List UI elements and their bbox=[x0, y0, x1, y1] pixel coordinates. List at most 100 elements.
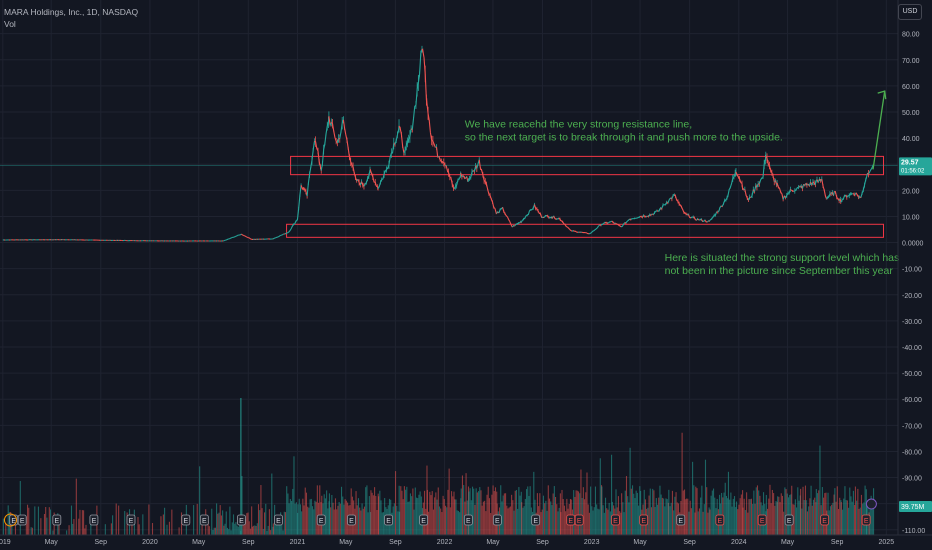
volume-bar bbox=[653, 490, 655, 535]
volume-bar bbox=[714, 497, 716, 535]
volume-bar bbox=[786, 493, 788, 535]
volume-bar bbox=[287, 493, 289, 535]
volume-bar bbox=[697, 511, 699, 535]
earnings-marker-label: E bbox=[577, 518, 582, 525]
volume-bar bbox=[481, 505, 483, 535]
symbol-title[interactable]: MARA Holdings, Inc., 1D, NASDAQ bbox=[4, 7, 139, 17]
price-segment bbox=[435, 146, 439, 158]
volume-bar bbox=[37, 506, 39, 535]
earnings-marker-label: E bbox=[11, 518, 16, 525]
earnings-marker: E bbox=[347, 514, 356, 526]
volume-bar bbox=[727, 498, 729, 535]
volume-bar bbox=[735, 507, 737, 535]
volume-bar bbox=[594, 486, 597, 535]
y-axis[interactable]: 80.0070.0060.0050.0040.0030.0020.0010.00… bbox=[897, 0, 932, 535]
volume-bar bbox=[488, 498, 491, 535]
volume-bar bbox=[547, 485, 549, 535]
volume-bar bbox=[611, 454, 613, 535]
volume-bar bbox=[724, 482, 726, 535]
volume-bar bbox=[701, 485, 703, 535]
volume-bar bbox=[428, 511, 430, 535]
volume-bar bbox=[237, 526, 239, 535]
price-segment bbox=[674, 196, 678, 201]
volume-bar bbox=[609, 511, 611, 535]
volume-bar bbox=[437, 487, 439, 535]
earnings-marker: E bbox=[531, 514, 541, 526]
volume-bar bbox=[664, 506, 666, 535]
price-segment bbox=[245, 236, 248, 238]
price-segment bbox=[331, 123, 335, 132]
volume-bar bbox=[541, 509, 543, 535]
volume-bar bbox=[104, 524, 106, 535]
volume-bar bbox=[449, 507, 451, 535]
volume-bar bbox=[634, 498, 636, 535]
y-tick-label: 60.00 bbox=[902, 84, 920, 91]
volume-bar bbox=[762, 492, 765, 535]
volume-bar bbox=[828, 510, 830, 535]
volume-bar bbox=[577, 491, 580, 535]
volume-bar bbox=[695, 486, 697, 535]
volume-bar bbox=[214, 527, 216, 535]
earnings-marker-label: E bbox=[641, 518, 646, 525]
volume-bar bbox=[850, 496, 852, 535]
volume-bar bbox=[211, 508, 213, 535]
volume-bar bbox=[379, 490, 381, 535]
volume-bar bbox=[797, 487, 799, 535]
volume-bar bbox=[46, 517, 48, 535]
volume-bar bbox=[75, 478, 77, 535]
earnings-marker-box bbox=[492, 514, 502, 526]
volume-bar bbox=[235, 522, 237, 535]
volume-bar bbox=[545, 500, 547, 535]
volume-bar bbox=[438, 506, 441, 535]
earnings-marker-box bbox=[566, 514, 576, 526]
volume-bar bbox=[131, 523, 133, 535]
volume-bar bbox=[503, 493, 505, 535]
volume-bar bbox=[333, 509, 335, 535]
volume-bar bbox=[267, 525, 269, 535]
volume-bar bbox=[350, 488, 352, 535]
volume-bar bbox=[536, 493, 538, 535]
volume-bar bbox=[226, 527, 229, 535]
volume-bar bbox=[512, 500, 514, 535]
volume-bar bbox=[506, 505, 508, 535]
volume-bar bbox=[316, 485, 318, 535]
volume-bar bbox=[633, 493, 635, 535]
volume-bar bbox=[858, 508, 860, 535]
earnings-marker-box bbox=[384, 514, 393, 526]
y-tick-label: 40.00 bbox=[902, 136, 920, 143]
earnings-marker: E bbox=[384, 514, 393, 526]
volume-bar bbox=[620, 512, 622, 535]
currency-button[interactable]: USD bbox=[898, 4, 922, 20]
earnings-marker-label: E bbox=[787, 518, 792, 525]
x-axis[interactable]: 2019 May Sep 2020 May Sep 2021 May Sep 2022 May Sep… bbox=[0, 534, 932, 546]
volume-bar bbox=[72, 523, 74, 535]
volume-bar bbox=[442, 495, 444, 535]
volume-bar bbox=[272, 523, 274, 535]
volume-bar bbox=[829, 506, 831, 535]
volume-bar bbox=[178, 527, 180, 535]
volume-bar bbox=[758, 490, 760, 535]
volume-bar bbox=[326, 490, 328, 535]
volume-bar bbox=[363, 506, 366, 535]
price-segment bbox=[324, 133, 327, 144]
volume-bar bbox=[742, 507, 744, 535]
volume-bar bbox=[524, 498, 526, 535]
volume-bar bbox=[251, 526, 254, 535]
volume-bar bbox=[465, 473, 467, 535]
volume-bar bbox=[473, 488, 475, 535]
volume-bar bbox=[810, 485, 812, 535]
volume-bar bbox=[137, 516, 139, 535]
volume-bar bbox=[582, 487, 584, 535]
volume-bar bbox=[302, 498, 304, 535]
volume-legend[interactable]: Vol bbox=[4, 19, 16, 29]
y-tick-label: -90.00 bbox=[902, 476, 922, 483]
x-tick-label: May bbox=[339, 539, 353, 546]
volume-bar bbox=[282, 530, 284, 535]
volume-bar bbox=[236, 525, 238, 535]
volume-bar bbox=[586, 472, 588, 535]
volume-bar bbox=[90, 517, 92, 535]
volume-bar bbox=[138, 524, 140, 535]
earnings-marker-box bbox=[316, 514, 326, 526]
earnings-marker-label: E bbox=[92, 518, 97, 525]
